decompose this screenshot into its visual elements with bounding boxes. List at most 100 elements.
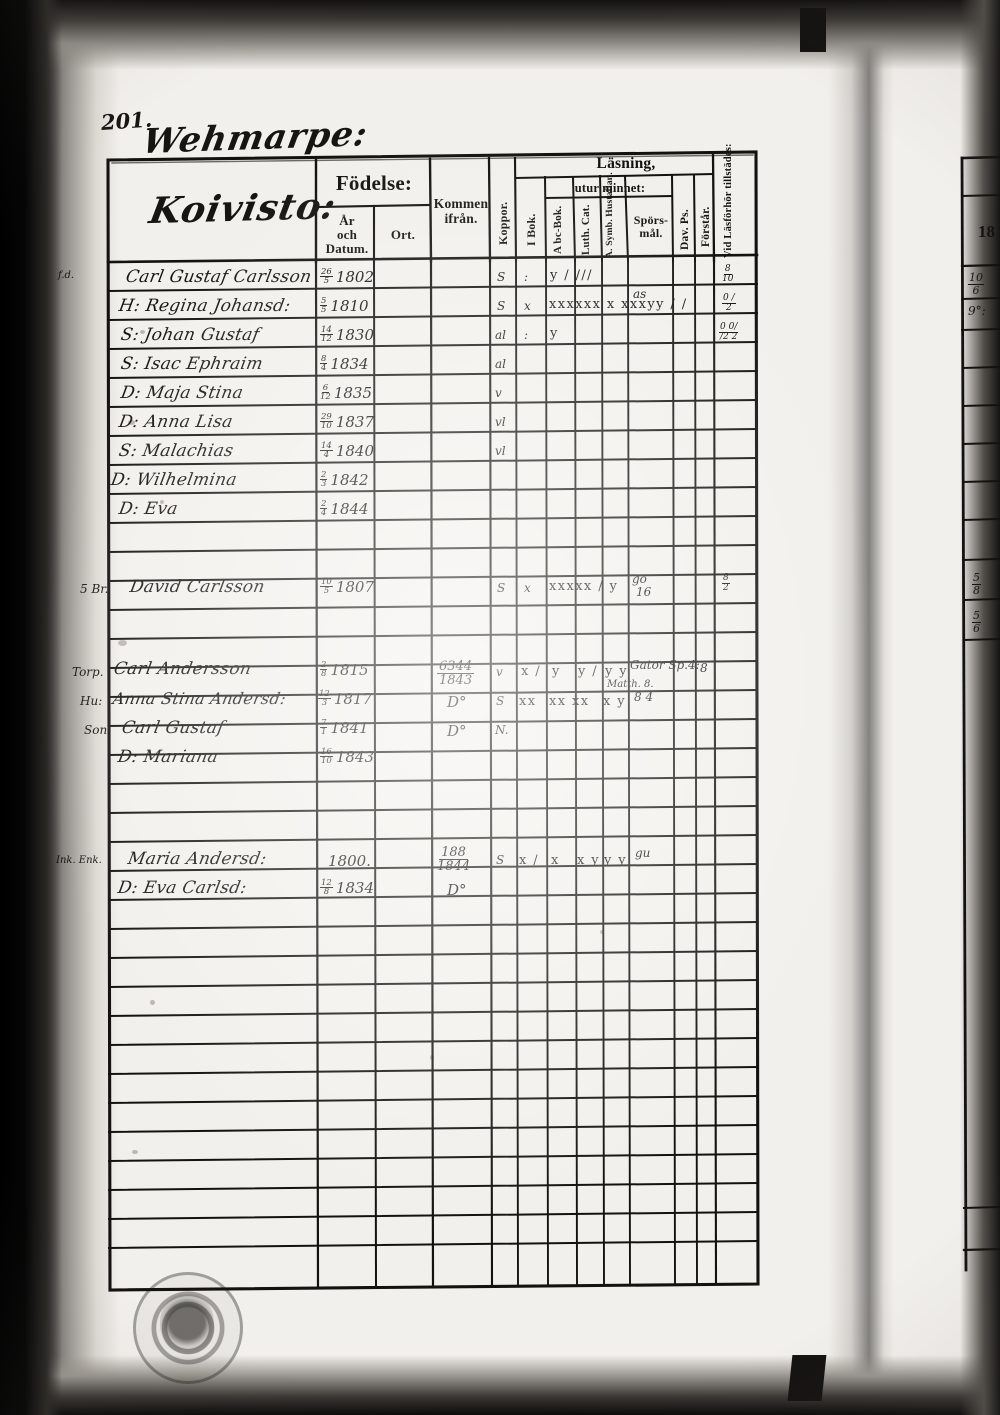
row-understanding: 8 (700, 661, 708, 675)
row-smallpox: S (497, 299, 506, 313)
row-name: D: Mariana (116, 747, 220, 767)
row-birth-date: 29 10 1837 (320, 411, 375, 431)
row-birth-date: 14 4 1840 (320, 440, 375, 460)
row-in-book: x / (519, 853, 540, 868)
row-birth-date: 2 8 1815 (320, 659, 369, 679)
row-name: D: Anna Lisa (117, 412, 235, 432)
row-abc-bok: xx xx (549, 694, 590, 709)
row-name: Carl Andersson (112, 659, 254, 679)
row-attendance: 8 10 (722, 264, 734, 285)
row-name: Anna Stina Andersd: (111, 689, 288, 708)
row-smallpox: S (496, 694, 505, 708)
row-questions: gu (635, 846, 651, 860)
row-luth-cat: x y (577, 853, 601, 868)
header-vid-lasforhor-tillstades: Vid Läsförhör tillstädes: (723, 143, 734, 258)
row-in-book: xx (519, 694, 537, 709)
row-left-note: Hu: (80, 694, 103, 708)
row-name: Maria Andersd: (126, 849, 269, 869)
row-name: David Carlsson (128, 577, 267, 597)
row-birth-date: 12 8 1834 (320, 877, 375, 897)
header-luth-cat: Luth. Cat. (580, 204, 592, 256)
row-name: S: Malachias (117, 441, 236, 461)
row-abc-bok: y (552, 664, 561, 679)
row-name: D: Maja Stina (119, 383, 245, 403)
row-birth-date: 8 4 1834 (320, 353, 369, 373)
row-smallpox: N. (495, 723, 509, 737)
row-smallpox: S (497, 581, 506, 595)
row-left-note: Son (84, 723, 108, 737)
row-birth-date: 5 5 1810 (320, 295, 369, 315)
row-abc-bok: x (551, 853, 560, 868)
village-name: Koivisto: (146, 185, 340, 233)
row-in-book: : (524, 270, 529, 284)
row-questions: go (632, 572, 647, 586)
row-birth-date: 6 12 1835 (320, 382, 373, 402)
row-in-book: : (524, 328, 529, 342)
adjacent-mark: 9°: (968, 304, 986, 318)
row-birth-date: 7 1 1841 (320, 717, 369, 737)
row-came-from: D° (447, 722, 467, 740)
row-left-note: f.d. (58, 270, 75, 281)
header-kommen-ifran: Kommen ifrån. (433, 196, 489, 226)
row-reading-marks: y / /// (550, 268, 593, 283)
row-attendance: 0 /2 (722, 293, 736, 314)
row-came-from: D° (447, 693, 467, 711)
row-understanding: 8 4 (634, 690, 654, 704)
row-smallpox: S (497, 270, 506, 284)
header-forstar: Förstår. (700, 206, 712, 248)
row-smallpox: v (495, 386, 502, 400)
row-smallpox: al (495, 328, 506, 342)
row-birth-date: 2 3 1842 (320, 469, 369, 489)
row-smallpox: S (496, 853, 505, 867)
row-birth-date: 12 3 1817 (318, 688, 373, 708)
row-name: S: Johan Gustaf (119, 325, 262, 345)
row-birth-date: 10 5 1807 (320, 576, 375, 596)
row-in-book: x / (521, 664, 542, 679)
row-dav-ps: 16 (636, 585, 652, 599)
header-ort: Ort. (390, 227, 416, 242)
row-smallpox: v (496, 665, 503, 679)
row-left-note: 5 Br. (80, 582, 109, 596)
row-birth-date: 1800. (328, 851, 371, 870)
adjacent-mark: 10 6 (968, 271, 984, 297)
row-in-book: x (524, 581, 531, 595)
row-in-book: x (524, 299, 531, 313)
row-left-note: Ink. Enk. (56, 855, 102, 866)
header-a-symb-hustaflan: A. Symb. Hustaflan. (605, 171, 615, 259)
adjacent-page-year-header: 18 (978, 222, 995, 241)
row-name: Carl Gustaf (120, 718, 226, 738)
row-smallpox: vl (495, 415, 506, 429)
row-name: H: Regina Johansd: (117, 296, 293, 316)
header-lasning: Läsning, (596, 155, 656, 172)
row-came-from: 6344 1843 (437, 659, 475, 689)
header-sporsmal: Spörs- mål. (633, 213, 669, 240)
header-i-bok: I Bok. (524, 213, 538, 247)
row-questions: as (633, 287, 647, 301)
row-name: D: Wilhelmina (109, 470, 239, 490)
header-abc-bok: A bc-Bok. (552, 205, 564, 255)
row-birth-date: 2 4 1844 (320, 498, 369, 518)
row-birth-date: 16 10 1843 (320, 746, 375, 766)
row-birth-date: 14 12 1830 (320, 324, 375, 344)
row-left-note: Torp. (72, 665, 104, 679)
row-name: Carl Gustaf Carlsson (124, 267, 314, 287)
row-birth-date: 26 5 1802 (320, 266, 375, 286)
row-a-symb: y y (604, 853, 628, 868)
row-luth-cat: x y (603, 694, 627, 709)
row-luth-cat: y / (578, 664, 599, 679)
row-attendance: 0 0//2 2 (719, 322, 739, 343)
row-a-symb: y y (605, 664, 629, 679)
row-came-from: D° (447, 881, 467, 899)
row-name: D: Eva Carlsd: (116, 878, 249, 898)
header-dav-ps: Dav. Ps. (679, 209, 691, 251)
row-reading-marks: y (550, 326, 559, 341)
row-smallpox: vl (495, 444, 506, 458)
row-reading-marks: xxxxxx x xxxyy / / (549, 297, 688, 312)
row-name: S: Isac Ephraim (119, 354, 265, 374)
row-questions: Gator Sp.4: (630, 658, 700, 672)
row-smallpox: al (495, 357, 506, 371)
